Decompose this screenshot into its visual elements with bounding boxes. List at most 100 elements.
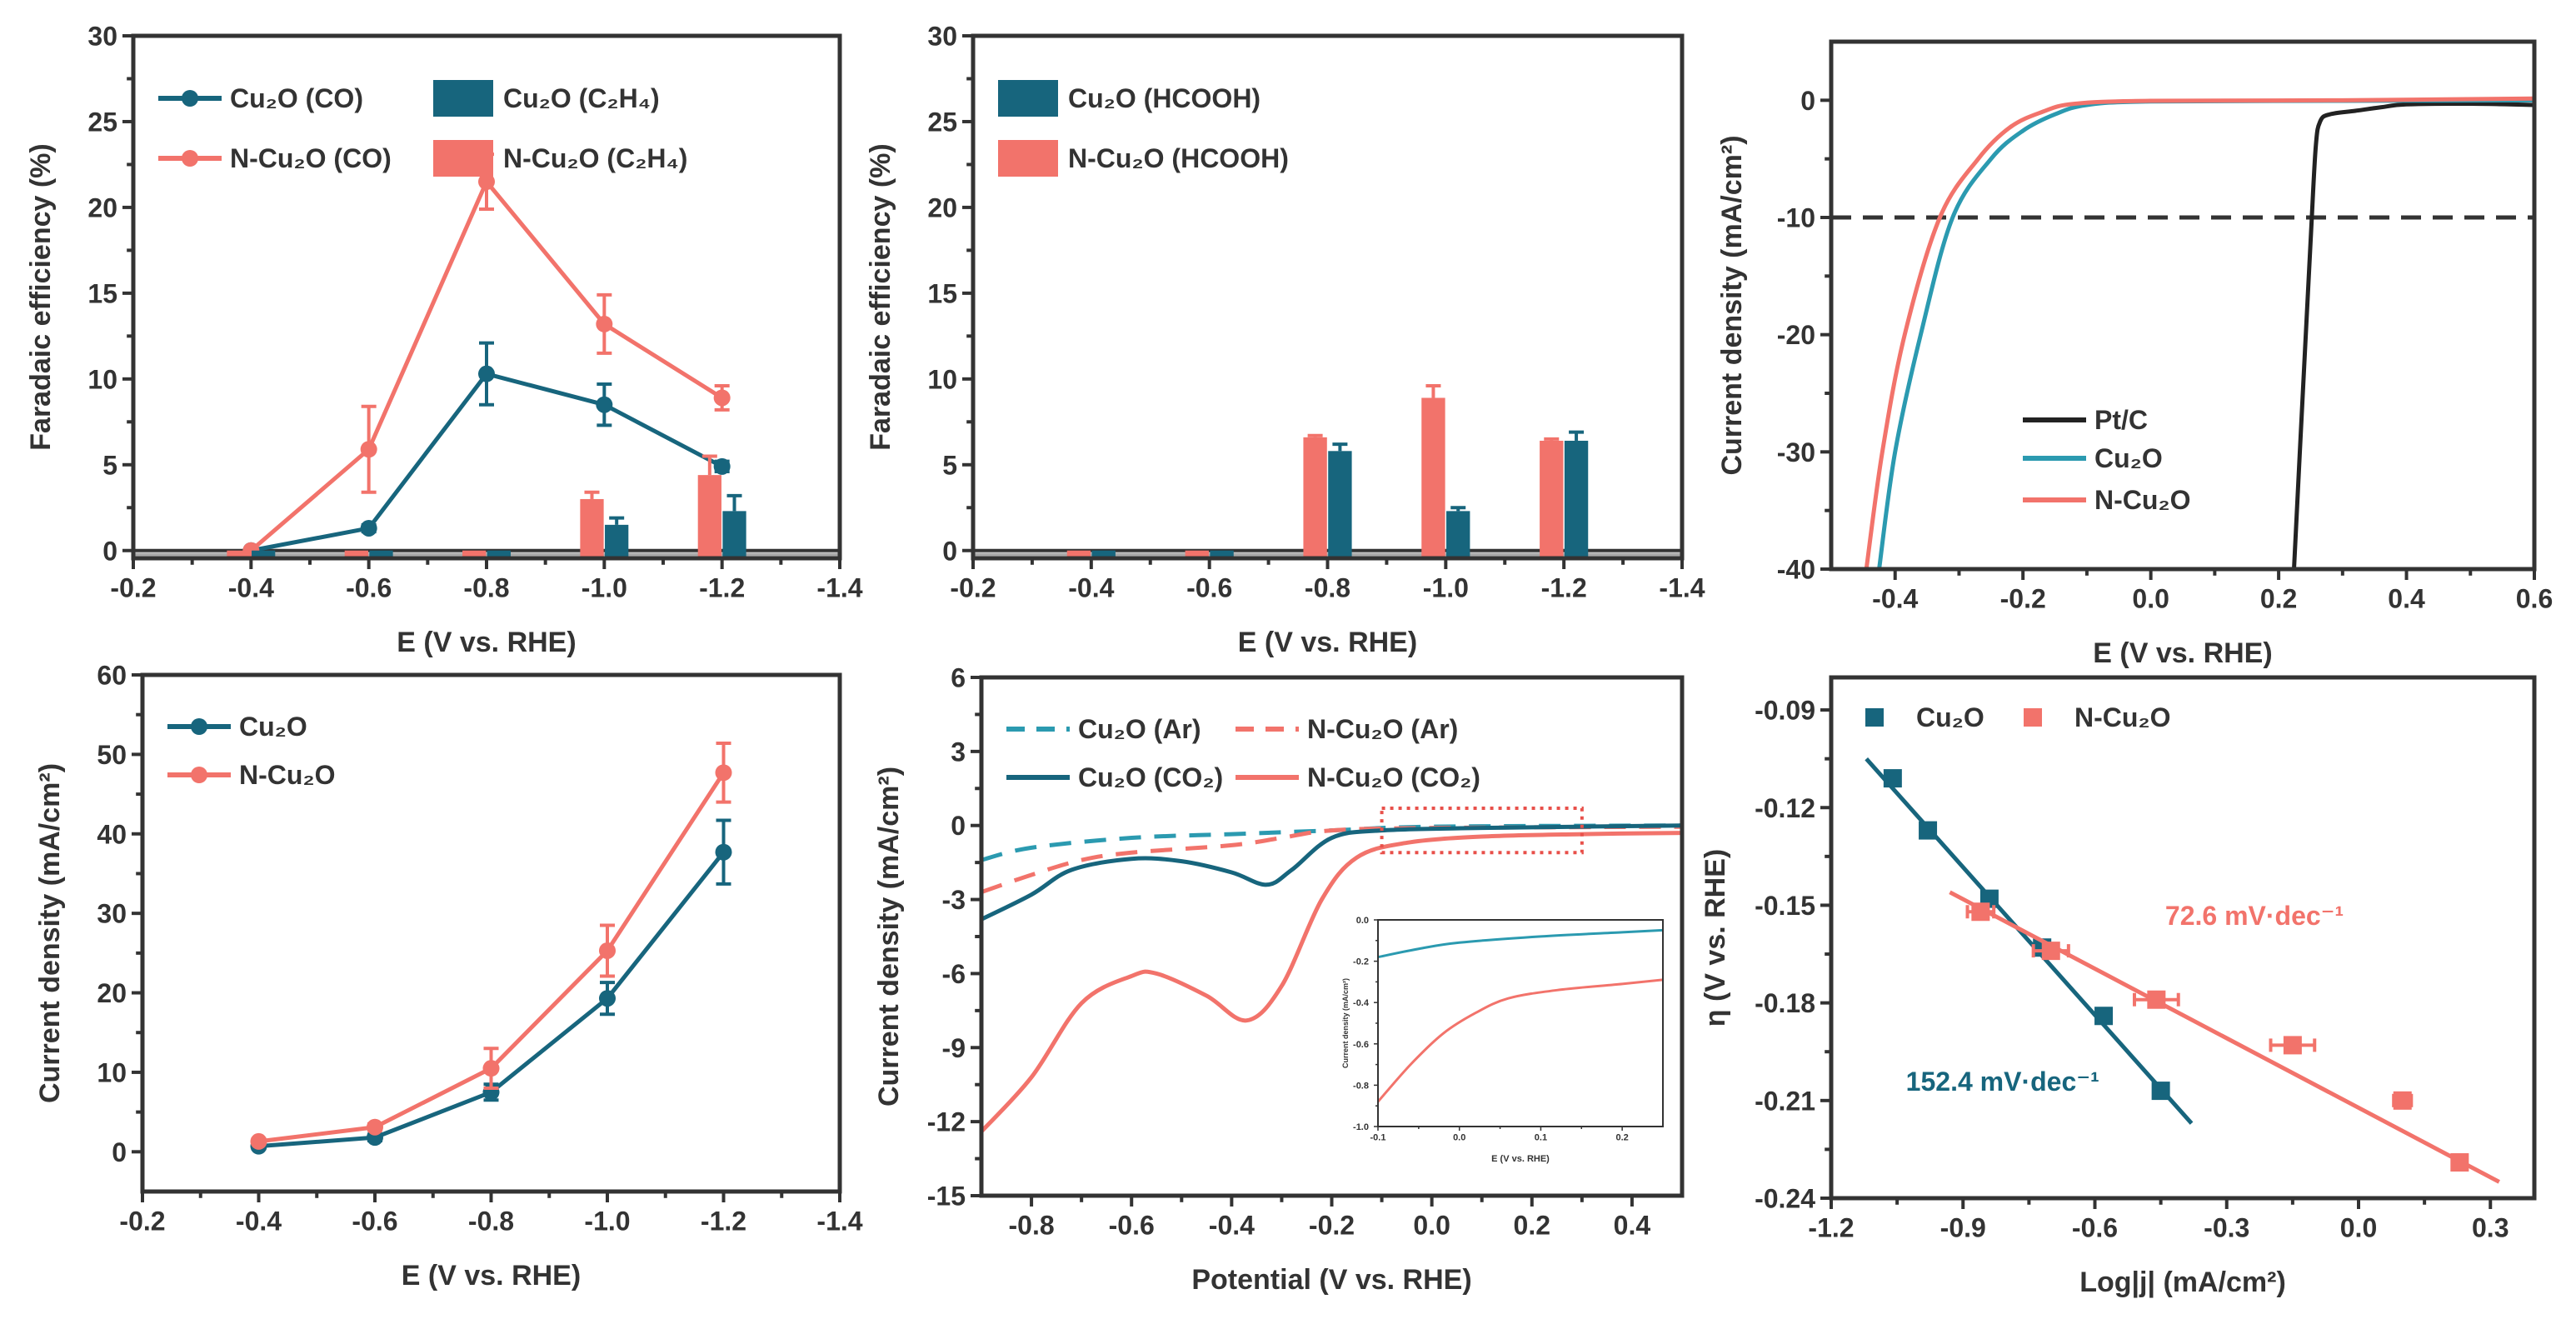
series-n-cu-o xyxy=(1949,890,2500,1184)
y-tick-label: 10 xyxy=(87,364,117,394)
x-tick-label: -0.2 xyxy=(1309,1211,1355,1241)
y-tick-label: -20 xyxy=(1777,320,1815,350)
series-n-cu-o-hcooh- xyxy=(1066,384,1564,558)
inset-plot: -0.1 0.0 0.1 0.2 -1.0 -0.8 -0.6 -0.4 -0.2 0.0 E (V… xyxy=(1341,916,1664,1164)
bar xyxy=(1185,550,1209,558)
legend-item: Cu₂O xyxy=(1865,702,1984,732)
y-tick-label: -0.8 xyxy=(1353,1081,1369,1091)
y-tick-label: 20 xyxy=(87,192,117,222)
bar xyxy=(1540,440,1564,558)
series-n-cu-o xyxy=(250,742,732,1150)
plot-area xyxy=(981,823,1682,1133)
series-cu-o-co- xyxy=(981,823,1682,922)
x-tick-label: -0.2 xyxy=(2000,584,2046,614)
y-tick-label: 10 xyxy=(97,1057,127,1087)
fit-line xyxy=(1949,890,2500,1184)
legend: Cu₂O (CO) N-Cu₂O (CO) Cu₂O (C₂H₄) N-Cu₂O (C… xyxy=(158,80,687,177)
data-point xyxy=(2450,1153,2469,1172)
legend-label: N-Cu₂O xyxy=(239,760,336,790)
legend-item: N-Cu₂O (Ar) xyxy=(1236,714,1458,744)
x-tick-label: -0.8 xyxy=(468,1207,514,1237)
legend-swatch xyxy=(433,140,493,177)
legend-item: Cu₂O xyxy=(167,712,307,742)
legend-label: N-Cu₂O xyxy=(2074,702,2171,732)
series-cu-o-hcooh- xyxy=(1091,430,1589,558)
slope-annotation: 72.6 mV·dec⁻¹ xyxy=(2165,901,2344,931)
legend-swatch xyxy=(998,140,1058,177)
legend-label: Cu₂O xyxy=(239,712,307,742)
x-tick-label: -0.8 xyxy=(1009,1211,1055,1241)
legend-label: Cu₂O xyxy=(1916,702,1984,732)
x-tick-label: -0.8 xyxy=(1305,573,1350,603)
data-point xyxy=(2151,1082,2170,1101)
legend-label: N-Cu₂O (HCOOH) xyxy=(1068,143,1289,173)
legend-item: N-Cu₂O (CO₂) xyxy=(1236,762,1480,792)
legend-item: N-Cu₂O xyxy=(167,760,336,790)
legend-label: Cu₂O (CO₂) xyxy=(1078,762,1223,792)
chart-panel-tafel: -1.2 -0.9 -0.6 -0.3 0.0 0.3 -0.24 -0.21 -0.18 -0.… xyxy=(1700,675,2537,1298)
y-tick-label: 0 xyxy=(942,536,957,566)
y-axis-label: Current density (mA/cm²) xyxy=(1716,135,1748,475)
x-tick-label: -0.9 xyxy=(1940,1213,1986,1243)
x-tick-label: 0.3 xyxy=(2472,1213,2509,1243)
data-point xyxy=(2147,990,2166,1009)
data-point xyxy=(2041,942,2060,961)
chart-panel-fe-co-c2h4: -0.2 -0.4 -0.6 -0.8 -1.0 -1.2 -1.4 0 5 10 15 20 25 30… xyxy=(25,22,863,658)
y-tick-label: 20 xyxy=(927,192,957,222)
legend-swatch xyxy=(998,80,1058,117)
legend-item: Cu₂O (C₂H₄) xyxy=(433,80,660,117)
y-tick-label: 30 xyxy=(927,22,957,52)
bar xyxy=(1446,511,1470,558)
y-tick-label: 30 xyxy=(97,899,127,929)
legend-label: Cu₂O (HCOOH) xyxy=(1068,83,1261,113)
legend-marker xyxy=(2024,708,2042,727)
x-axis-label: E (V vs. RHE) xyxy=(1238,627,1417,658)
x-tick-label: -0.6 xyxy=(1186,573,1232,603)
data-point xyxy=(596,315,613,332)
x-tick-label: 0.0 xyxy=(2132,584,2169,614)
data-point xyxy=(715,764,732,782)
x-tick-label: -1.0 xyxy=(584,1207,630,1237)
x-tick-label: -0.4 xyxy=(1872,584,1918,614)
legend-label: N-Cu₂O xyxy=(2094,485,2191,515)
y-tick-label: 6 xyxy=(951,663,966,693)
y-tick-label: 40 xyxy=(97,819,127,849)
zoom-region-box xyxy=(1380,806,1584,855)
y-axis-label: Faradaic efficiency (%) xyxy=(865,143,896,450)
plot-area xyxy=(1831,96,2534,569)
series-cu-o-ar- xyxy=(981,823,1682,862)
legend-label: Cu₂O xyxy=(2094,443,2163,473)
x-tick-label: -1.2 xyxy=(701,1207,746,1237)
data-point xyxy=(2393,1091,2412,1110)
legend-label: Cu₂O (C₂H₄) xyxy=(503,83,660,113)
series-cu-o-co- xyxy=(242,341,731,558)
legend-item: N-Cu₂O xyxy=(2024,702,2171,732)
slope-annotation: 152.4 mV·dec⁻¹ xyxy=(1906,1067,2099,1097)
data-point xyxy=(599,990,616,1007)
y-tick-label: -30 xyxy=(1777,437,1815,467)
bar xyxy=(722,511,746,558)
x-tick-label: -0.4 xyxy=(1068,573,1114,603)
legend: Cu₂O (Ar) N-Cu₂O (Ar) Cu₂O (CO₂) N-Cu₂O (CO… xyxy=(1006,714,1480,792)
inset-background xyxy=(1378,920,1663,1127)
legend-item: N-Cu₂O (HCOOH) xyxy=(998,140,1289,177)
y-tick-label: -40 xyxy=(1777,555,1815,585)
y-tick-label: -1.0 xyxy=(1353,1122,1369,1132)
series-cu-o-c-h- xyxy=(252,493,746,558)
x-tick-label: -1.2 xyxy=(1541,573,1587,603)
legend-item: N-Cu₂O (CO) xyxy=(158,143,392,173)
bar xyxy=(227,550,251,558)
y-tick-label: 5 xyxy=(942,450,957,480)
x-tick-label: -0.2 xyxy=(110,573,156,603)
legend-label: Pt/C xyxy=(2094,405,2148,435)
y-tick-label: 25 xyxy=(87,107,117,137)
series-line xyxy=(2292,102,2534,569)
data-point xyxy=(1883,769,1902,788)
legend-label: N-Cu₂O (C₂H₄) xyxy=(503,143,687,173)
legend-item: Cu₂O xyxy=(2023,443,2163,473)
y-tick-label: 0 xyxy=(951,811,966,841)
x-tick-label: 0.4 xyxy=(1614,1211,1651,1241)
legend-marker xyxy=(182,150,198,167)
x-tick-label: -1.2 xyxy=(1808,1213,1854,1243)
